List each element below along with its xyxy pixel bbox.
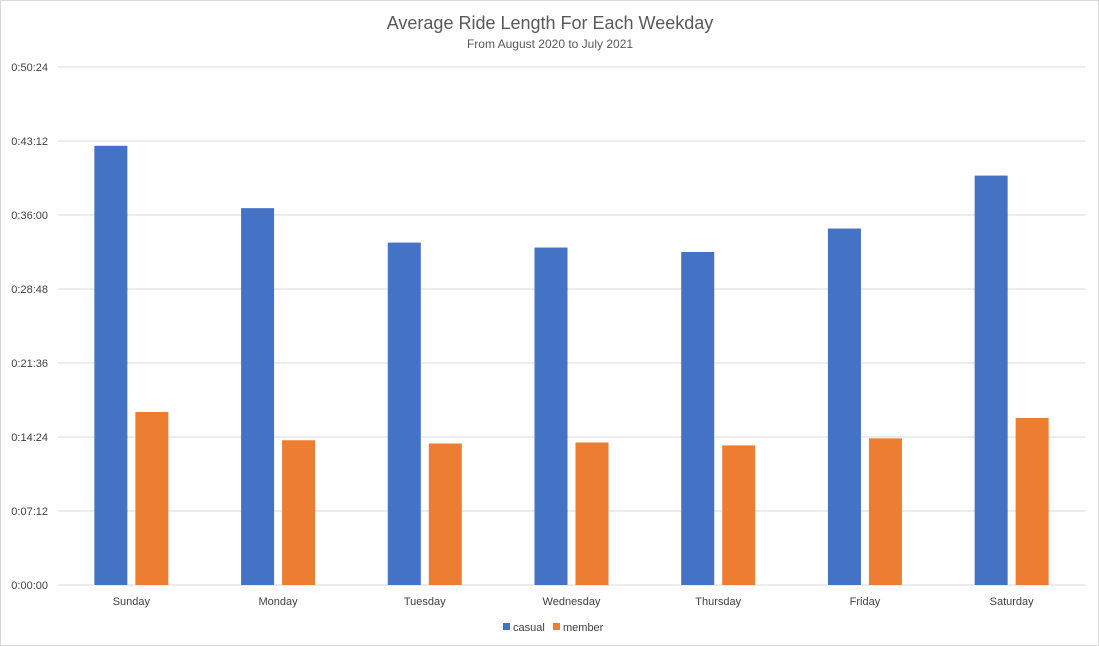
bar-casual — [241, 208, 275, 586]
x-tick-label: Thursday — [695, 596, 741, 608]
bar-casual — [94, 145, 128, 585]
bar-member — [135, 411, 169, 585]
x-axis-ticks: Sunday Monday Tuesday Wednesday Thursday Frid… — [113, 596, 1034, 608]
bar-casual — [974, 175, 1008, 585]
chart-subtitle: From August 2020 to July 2021 — [467, 37, 633, 51]
y-axis-ticks: 0:00:00 0:07:12 0:14:24 0:21:36 0:28:48 0:36:… — [11, 62, 48, 592]
y-tick-label: 0:50:24 — [11, 62, 48, 74]
x-tick-label: Tuesday — [404, 596, 446, 608]
legend-label: member — [563, 622, 604, 634]
y-tick-label: 0:28:48 — [11, 284, 48, 296]
x-tick-label: Monday — [259, 596, 299, 608]
bar-member — [282, 440, 316, 585]
bar-casual — [827, 228, 861, 585]
y-tick-label: 0:36:00 — [11, 210, 48, 222]
legend-swatch — [553, 623, 560, 630]
bar-member — [1015, 417, 1049, 585]
bar-casual — [534, 247, 568, 585]
chart-title: Average Ride Length For Each Weekday — [387, 13, 714, 33]
bars — [94, 145, 1049, 586]
x-tick-label: Saturday — [990, 596, 1035, 608]
y-tick-label: 0:07:12 — [11, 506, 48, 518]
bar-member — [575, 442, 609, 585]
y-tick-label: 0:14:24 — [11, 432, 48, 444]
y-tick-label: 0:00:00 — [11, 580, 48, 592]
bar-member — [428, 443, 462, 585]
y-tick-label: 0:21:36 — [11, 358, 48, 370]
legend-swatch — [503, 623, 510, 630]
x-tick-label: Friday — [850, 596, 881, 608]
bar-member — [868, 438, 902, 585]
bar-casual — [387, 242, 421, 585]
gridlines — [58, 66, 1085, 586]
x-tick-label: Wednesday — [543, 596, 601, 608]
bar-member — [722, 445, 756, 585]
y-tick-label: 0:43:12 — [11, 136, 48, 148]
legend: casual member — [503, 622, 604, 634]
legend-label: casual — [513, 622, 545, 634]
x-tick-label: Sunday — [113, 596, 151, 608]
bar-casual — [681, 252, 715, 585]
